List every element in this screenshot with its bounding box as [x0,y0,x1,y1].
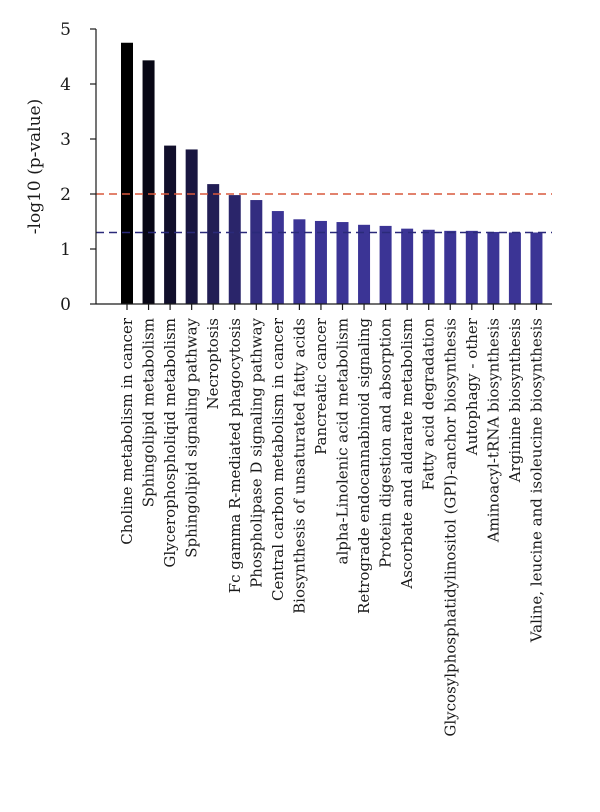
bar-9 [314,220,327,304]
x-category-label: Sphingolipid signaling pathway [183,317,201,557]
x-category-label: Pancreatic cancer [312,317,330,455]
x-category-label: Phospholipase D signaling pathway [247,317,265,587]
y-axis-ticks: 0 1 2 3 4 5 [60,20,96,315]
x-category-label: Choline metabolism in cancer [118,317,136,545]
x-category-label: Ascorbate and aldarate metabolism [398,318,416,590]
y-tick-label: 4 [60,75,71,95]
bar-1 [142,60,155,304]
y-tick-label: 3 [60,130,71,150]
bar-12 [379,225,392,304]
bar-3 [185,149,198,304]
x-category-label: Valine, leucine and isoleucine biosynthe… [527,318,545,643]
x-category-label: Sphingolipid metabolism [140,318,158,507]
x-category-label: Necroptosis [204,318,222,409]
bar-10 [336,222,349,304]
x-category-label: Central carbon metabolism in cancer [269,317,287,601]
bar-13 [401,228,414,304]
y-tick-label: 2 [60,185,71,205]
x-category-label: Biosynthesis of unsaturated fatty acids [290,318,308,614]
bar-6 [250,200,263,304]
bar-19 [530,232,543,304]
bar-16 [465,230,478,304]
bar-7 [271,211,284,304]
bar-18 [508,232,521,304]
x-category-label: Aminoacyl-tRNA biosynthesis [484,318,502,543]
y-tick-label: 0 [60,295,71,315]
y-axis-title: -log10 (p-value) [25,99,45,234]
bar-5 [228,195,241,304]
bar-17 [487,231,500,304]
y-tick-label: 5 [60,20,71,40]
bar-11 [358,224,371,304]
bar-0 [121,42,133,304]
x-category-label: Fc gamma R-mediated phagocytosis [226,318,244,593]
axes [95,29,552,305]
x-category-label: Glycerophospholiqid metabolism [161,318,179,568]
bar-2 [164,145,177,304]
x-category-label: alpha-Linolenic acid metabolism [334,318,352,565]
bar-8 [293,219,306,304]
bar-15 [444,230,457,304]
bar-4 [207,184,220,304]
x-category-label: Fatty acid degradation [420,318,438,491]
x-category-label: Autophagy - other [463,317,481,456]
x-category-label: Retrograde endocannabinoid signaling [355,318,373,614]
x-category-label: Glycosylphosphatidylinositol (GPI)-ancho… [441,318,459,737]
x-axis-category-labels: Choline metabolism in cancer Sphingolipid… [118,304,545,737]
threshold-lines [96,193,552,234]
bar-14 [422,229,435,304]
x-category-label: Arginine biosynthesis [506,318,524,483]
x-category-label: Protein digestion and absorption [377,318,395,568]
bars-group [121,42,543,304]
y-tick-label: 1 [60,240,71,260]
